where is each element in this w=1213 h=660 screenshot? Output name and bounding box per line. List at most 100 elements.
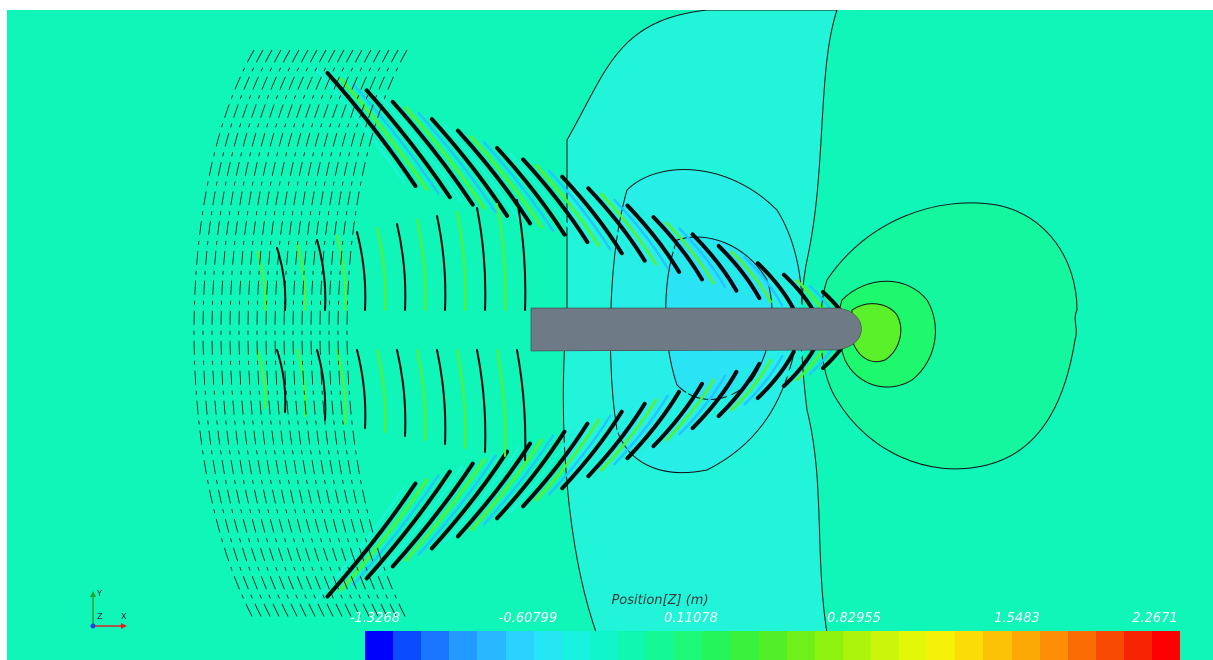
colorbar-swatch [927, 631, 956, 660]
wake-crest [665, 221, 715, 285]
wake-crest [352, 474, 440, 586]
wake-crest [743, 256, 784, 307]
ripple-contour [256, 49, 318, 621]
colorbar-swatch [421, 631, 450, 660]
wake-crest [476, 349, 487, 453]
colorbar-tick-label: 0.82955 [827, 611, 881, 626]
wake-crest [508, 426, 578, 514]
wake-crest [743, 354, 784, 406]
wake-crest [560, 409, 624, 491]
colorbar-swatch [899, 631, 928, 660]
wake-crest [296, 243, 307, 311]
colorbar-swatch [842, 631, 871, 660]
ripple-contour [283, 49, 345, 621]
colorbar-swatch [477, 631, 506, 660]
ship-hull [530, 307, 862, 352]
wake-crest [443, 123, 520, 221]
wake-crest [769, 346, 807, 394]
wake-crest [600, 398, 658, 472]
colorbar-tick-label: 1.5483 [994, 611, 1040, 626]
wake-crest [625, 389, 682, 461]
wake-crest [690, 232, 739, 293]
wake-crest [476, 207, 487, 311]
wake-crest [396, 223, 407, 311]
wake-crest [755, 261, 796, 312]
ripple-contour [247, 49, 309, 621]
wake-crest [364, 88, 452, 200]
y-axis-label: Y [96, 589, 102, 598]
wake-crest [534, 418, 601, 502]
wake-crest [429, 117, 510, 218]
colorbar-swatch [1152, 631, 1181, 660]
colorbar-swatch [617, 631, 647, 660]
wake-crest [716, 243, 762, 301]
wake-crest [404, 458, 486, 562]
colorbar-swatch [870, 631, 900, 660]
wake-crest [482, 434, 555, 526]
wake-crest [396, 349, 407, 437]
colorbar-swatch [786, 631, 815, 660]
wake-crest [316, 239, 327, 311]
wake-crest [256, 349, 267, 409]
ripple-contour [265, 49, 327, 621]
wake-crest [521, 421, 590, 509]
wake-crest [325, 481, 418, 599]
wake-crest [547, 414, 612, 496]
3d-viewport[interactable]: Position[Z] (m) -1.3268 -0.60799 0.11078 0.… [7, 10, 1213, 660]
wake-crest [356, 231, 367, 311]
colorbar-tick-label: -1.3268 [349, 611, 401, 626]
wake-crest [352, 83, 440, 195]
wake-crest [534, 163, 601, 248]
wake-crest [516, 199, 527, 311]
colorbar-swatch [674, 631, 703, 660]
ripple-contour [310, 49, 372, 621]
wake-crest [482, 140, 555, 233]
wave-elevation-contour-plot [7, 10, 1213, 660]
wake-crest [417, 112, 497, 214]
wake-crest [436, 349, 447, 445]
colorbar-swatch [393, 631, 422, 660]
wake-crest [730, 358, 773, 412]
wake-crest [364, 469, 452, 581]
colorbar-swatch [983, 631, 1012, 660]
wake-crest [574, 181, 635, 259]
colorbar-swatch [365, 631, 394, 660]
wake-crest [639, 210, 692, 277]
wake-crest [256, 251, 267, 311]
colorbar-swatch [1123, 631, 1153, 660]
wake-crest [625, 203, 682, 274]
x-axis-label: X [121, 612, 127, 621]
wake-crest [516, 349, 527, 461]
ripple-contour [337, 49, 399, 621]
colorbar-tick-label: 0.11078 [664, 611, 718, 626]
wake-crest [404, 106, 486, 210]
ripple-contour [211, 49, 273, 621]
wake-crest [456, 349, 467, 449]
wake-crest [378, 466, 463, 574]
wake-crest [416, 349, 427, 441]
wake-crest [455, 441, 533, 539]
wake-crest [376, 349, 387, 433]
wake-crest [376, 227, 387, 311]
wake-crest [547, 169, 612, 251]
wake-crest [339, 77, 429, 191]
wake-crest [651, 215, 704, 282]
wake-crest [313, 66, 406, 184]
colorbar-swatch [1039, 631, 1068, 660]
ripple-contour [274, 49, 336, 621]
colorbar-title: Position[Z] (m) [611, 593, 709, 608]
wake-crest [416, 219, 427, 311]
wake-crest [574, 406, 635, 484]
ripple-contour [238, 49, 300, 621]
wake-crest [469, 438, 543, 532]
wake-crest [586, 401, 647, 479]
colorbar-swatch [814, 631, 843, 660]
axis-triad[interactable]: Y Z X [87, 586, 137, 636]
colorbar-swatch [1095, 631, 1124, 660]
colorbar-swatch [702, 631, 731, 660]
wake-crest [690, 369, 739, 431]
colorbar [365, 631, 1181, 660]
wake-crest [496, 349, 507, 457]
wake-crest [336, 235, 347, 311]
wake-crest [417, 454, 497, 556]
